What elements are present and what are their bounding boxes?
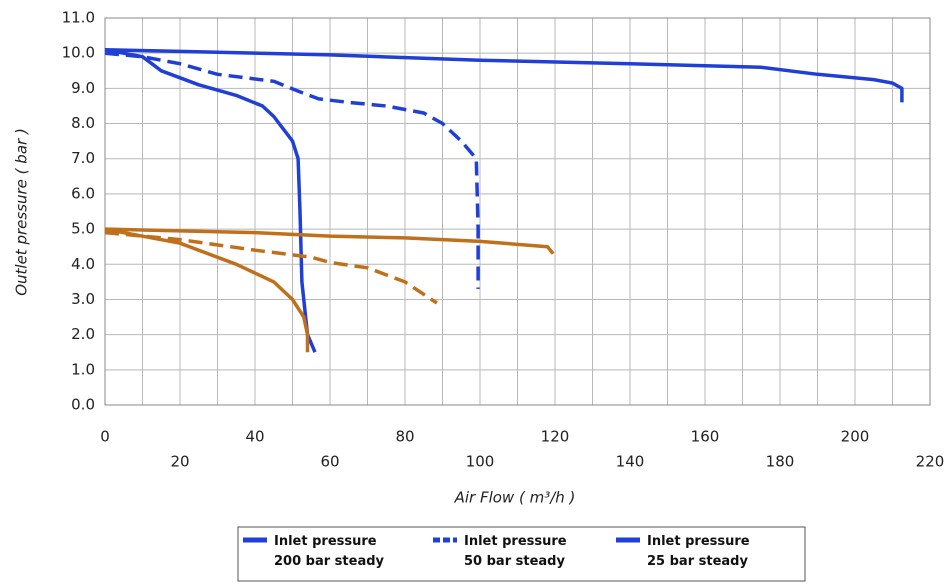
series-line	[104, 47, 317, 353]
y-tick-label: 7.0	[71, 149, 95, 167]
x-tick-label: 60	[320, 453, 339, 471]
plot-frame	[104, 17, 931, 406]
x-tick-label: 20	[170, 453, 189, 471]
series-line	[104, 227, 555, 255]
y-tick-label: 6.0	[71, 184, 95, 202]
series-line	[104, 51, 480, 289]
x-tick-label: 0	[100, 428, 110, 446]
legend-swatch	[243, 537, 267, 543]
y-axis-label: Outlet pressure ( bar )	[13, 128, 31, 296]
legend-swatch	[616, 537, 640, 543]
y-tick-label: 4.0	[71, 255, 95, 273]
y-tick-label: 9.0	[71, 79, 95, 97]
legend-label: Inlet pressure 25 bar steady	[647, 534, 750, 569]
x-axis-label: Air Flow ( m³/h )	[454, 489, 576, 507]
x-tick-label: 160	[691, 428, 720, 446]
x-tick-label: 120	[541, 428, 570, 446]
legend-item: Inlet pressure 200 bar steady	[242, 532, 394, 572]
series-line	[104, 47, 904, 103]
legend-label: Inlet pressure 200 bar steady	[274, 534, 384, 569]
y-tick-label: 3.0	[71, 290, 95, 308]
y-tick-label: 10.0	[62, 44, 95, 62]
legend-label: Inlet pressure 50 bar steady	[464, 534, 567, 569]
legend-swatch	[433, 537, 457, 543]
legend-box	[237, 526, 806, 582]
x-tick-label: 220	[916, 453, 945, 471]
y-tick-label: 2.0	[71, 325, 95, 343]
series-line	[104, 230, 438, 305]
y-tick-label: 5.0	[71, 220, 95, 238]
y-tick-label: 1.0	[71, 360, 95, 378]
x-tick-label: 200	[841, 428, 870, 446]
x-tick-label: 40	[245, 428, 264, 446]
series-line	[104, 227, 310, 353]
x-tick-label: 180	[766, 453, 795, 471]
y-tick-label: 8.0	[71, 114, 95, 132]
legend-item: Inlet pressure 50 bar steady	[432, 532, 584, 572]
x-tick-label: 140	[616, 453, 645, 471]
legend-item: Inlet pressure 25 bar steady	[615, 532, 767, 572]
x-tick-label: 100	[466, 453, 495, 471]
x-tick-label: 80	[395, 428, 414, 446]
y-tick-label: 11.0	[62, 9, 95, 27]
y-tick-label: 0.0	[71, 396, 95, 414]
